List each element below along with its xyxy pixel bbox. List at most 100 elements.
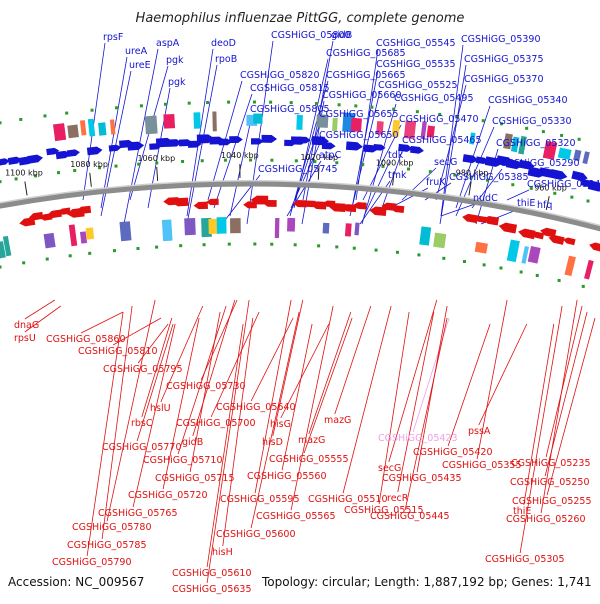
track-dot bbox=[206, 101, 209, 104]
forward-gene-label: CGSHiGG_05245 bbox=[527, 179, 600, 190]
track-dot bbox=[317, 244, 320, 247]
reverse-gene-label: hisH bbox=[212, 547, 233, 558]
track-dot bbox=[137, 163, 140, 166]
forward-gene-label: nudC bbox=[473, 193, 498, 204]
feature-block-rect bbox=[212, 111, 216, 131]
feature-block bbox=[584, 260, 594, 280]
feature-block bbox=[564, 256, 575, 277]
feature-block bbox=[323, 223, 330, 234]
reverse-gene-label: CGSHiGG_05700 bbox=[176, 418, 256, 429]
reverse-leader-line bbox=[25, 300, 55, 319]
forward-gene-arrow bbox=[410, 146, 424, 154]
forward-gene-label: ureA bbox=[125, 46, 148, 57]
reverse-gene-label: rbsC bbox=[131, 418, 153, 429]
reverse-gene-arrow-shape bbox=[588, 241, 600, 252]
feature-block bbox=[528, 246, 541, 264]
feature-block-rect bbox=[69, 224, 78, 246]
forward-gene-label: pgk bbox=[166, 55, 184, 66]
track-dot bbox=[164, 103, 167, 106]
track-dot bbox=[91, 109, 94, 112]
reverse-gene-label: CGSHiGG_05765 bbox=[98, 508, 178, 519]
reverse-gene-arrow-shape bbox=[498, 221, 517, 233]
track-dot bbox=[181, 160, 184, 163]
reverse-gene-arrow-shape bbox=[482, 215, 499, 225]
track-dot bbox=[353, 247, 356, 250]
forward-gene-label: CGSHiGG_05320 bbox=[496, 138, 576, 149]
track-dot bbox=[338, 103, 341, 106]
reverse-gene-label: CGSHiGG_05560 bbox=[247, 471, 327, 482]
reverse-gene-label: mazG bbox=[324, 415, 351, 426]
feature-block bbox=[80, 120, 86, 135]
reverse-gene-label: CGSHiGG_05355 bbox=[442, 460, 522, 471]
forward-gene-label: CGSHiGG_05745 bbox=[258, 164, 338, 175]
track-dot bbox=[270, 159, 273, 162]
feature-block-rect bbox=[287, 218, 295, 232]
track-dot bbox=[115, 165, 118, 168]
tick-label: 1060 kbp bbox=[137, 154, 175, 163]
feature-block-rect bbox=[253, 114, 262, 124]
track-dot bbox=[15, 177, 18, 180]
track-dot bbox=[0, 121, 2, 124]
track-dot bbox=[570, 196, 573, 199]
track-dot bbox=[140, 104, 143, 107]
feature-block-rect bbox=[44, 233, 56, 249]
track-dot bbox=[227, 101, 230, 104]
track-dot bbox=[19, 118, 22, 121]
track-dot bbox=[73, 169, 76, 172]
reverse-leader-line bbox=[81, 312, 123, 333]
track-dot bbox=[188, 102, 191, 105]
reverse-gene-arrow bbox=[193, 202, 208, 210]
forward-gene-label: CGSHiGG_05370 bbox=[464, 74, 544, 85]
feature-block bbox=[69, 224, 78, 246]
feature-block bbox=[354, 222, 359, 235]
forward-gene-label: rpoB bbox=[215, 54, 237, 65]
tick-label: 1080 kbp bbox=[70, 160, 108, 169]
reverse-gene-arrow bbox=[588, 241, 600, 252]
feature-block bbox=[119, 221, 131, 241]
forward-gene-label: aspA bbox=[156, 38, 180, 49]
forward-gene-arrow-shape bbox=[27, 154, 43, 164]
reverse-gene-label: CGSHiGG_05715 bbox=[155, 473, 235, 484]
reverse-leader-line bbox=[304, 318, 352, 453]
reverse-gene-label: CGSHiGG_05635 bbox=[172, 584, 252, 595]
forward-gene-label: fruK bbox=[426, 177, 446, 188]
reverse-gene-arrow-shape bbox=[193, 202, 208, 210]
reverse-gene-label: CGSHiGG_05720 bbox=[128, 490, 208, 501]
reverse-gene-label: CGSHiGG_05795 bbox=[103, 364, 183, 375]
reverse-leader-line bbox=[546, 306, 582, 457]
track-dot bbox=[482, 119, 485, 122]
feature-block-rect bbox=[433, 233, 446, 249]
reverse-leader-line bbox=[178, 306, 226, 454]
page-title: Haemophilus influenzae PittGG, complete … bbox=[136, 11, 465, 26]
forward-gene-label: rpsF bbox=[103, 32, 123, 43]
genome-summary: Topology: circular; Length: 1,887,192 bp… bbox=[261, 575, 592, 589]
reverse-gene-label: CGSHiGG_05770 bbox=[102, 442, 182, 453]
reverse-leader-line bbox=[190, 312, 220, 472]
feature-block bbox=[296, 115, 303, 130]
reverse-gene-label: CGSHiGG_05565 bbox=[256, 511, 336, 522]
track-dot bbox=[354, 104, 357, 107]
track-dot bbox=[46, 258, 49, 261]
reverse-gene-label: CGSHiGG_05445 bbox=[370, 511, 450, 522]
feature-block-rect bbox=[345, 223, 352, 236]
reverse-gene-label: CGSHiGG_05555 bbox=[269, 454, 349, 465]
forward-gene-label: CGSHiGG_05535 bbox=[376, 59, 456, 70]
forward-gene-label: CGSHiGG_05390 bbox=[461, 34, 541, 45]
forward-gene-arrow-shape bbox=[127, 141, 144, 151]
track-dot bbox=[69, 254, 72, 257]
forward-leader-line bbox=[441, 45, 463, 216]
track-dot bbox=[407, 168, 410, 171]
feature-block bbox=[98, 122, 106, 135]
track-dot bbox=[270, 243, 273, 246]
feature-block bbox=[44, 233, 56, 249]
reverse-gene-label: CGSHiGG_05780 bbox=[72, 522, 152, 533]
feature-block-rect bbox=[53, 123, 66, 141]
forward-gene-label: pgk bbox=[168, 77, 186, 88]
track-dot bbox=[0, 180, 2, 183]
track-dot bbox=[442, 257, 445, 260]
reverse-gene-label: gidB bbox=[182, 437, 203, 448]
track-dot bbox=[203, 243, 206, 246]
forward-gene-arrow bbox=[67, 149, 81, 157]
feature-block-rect bbox=[230, 218, 241, 233]
